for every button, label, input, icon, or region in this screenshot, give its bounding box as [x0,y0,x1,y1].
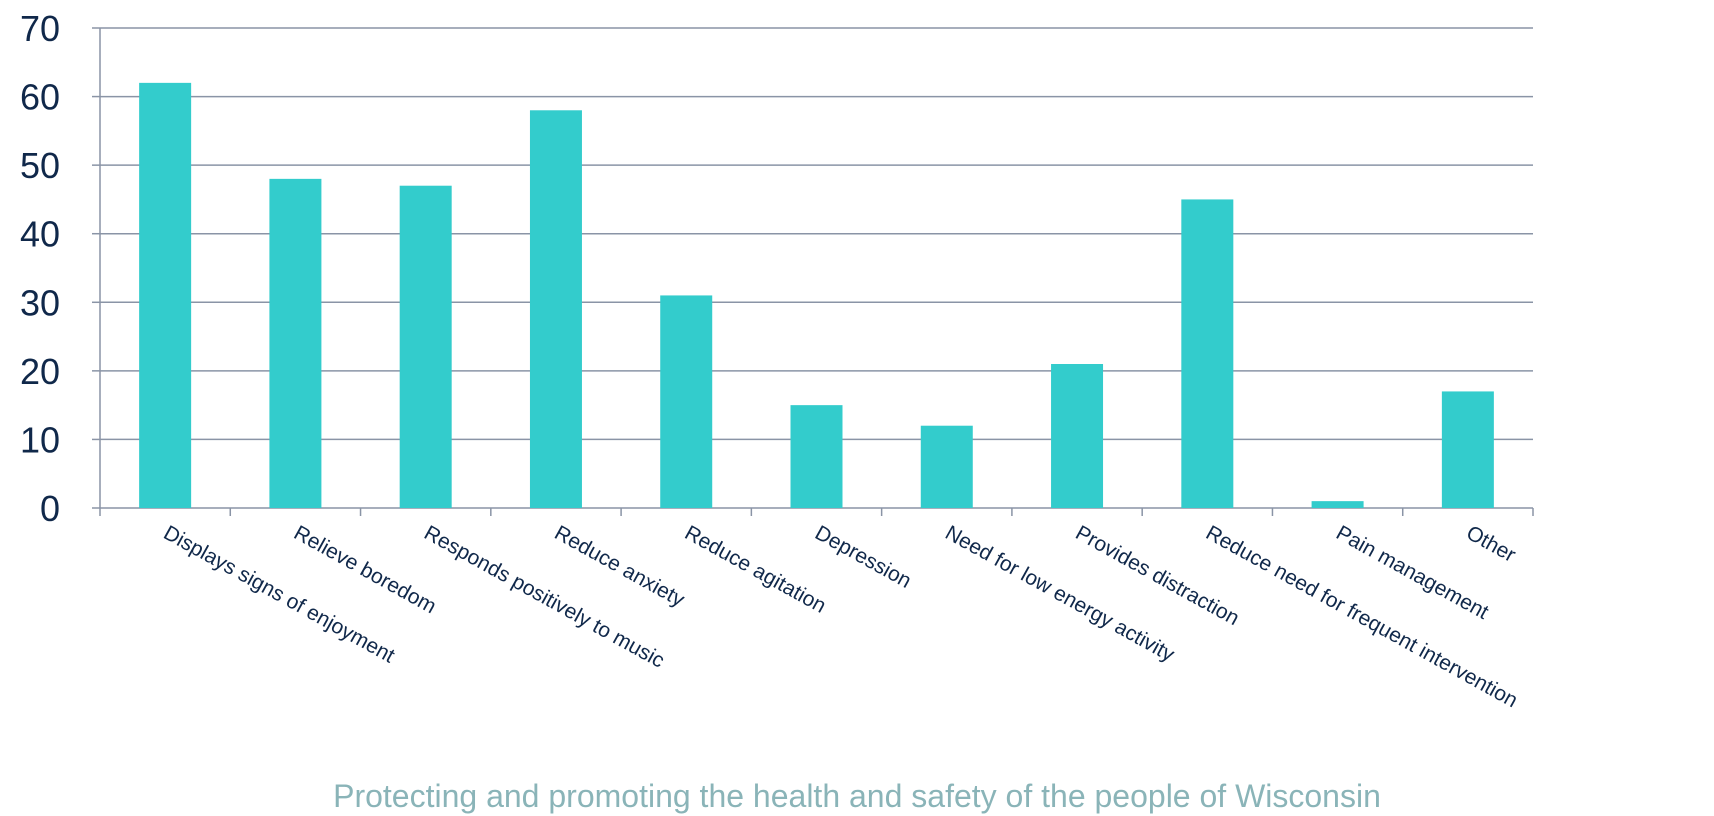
y-tick-label: 10 [20,419,60,460]
footer-tagline: Protecting and promoting the health and … [333,778,1381,814]
bar [399,185,452,508]
y-tick-label: 0 [40,488,60,529]
y-tick-labels: 0 10 20 30 40 50 60 70 [20,8,60,529]
y-tick-label: 70 [20,8,60,49]
x-tick-label: Reduce agitation [681,521,830,618]
y-tick-label: 50 [20,145,60,186]
bar [1311,501,1364,508]
bar [139,82,192,508]
x-tick-label: Need for low energy activity [941,521,1178,666]
x-tick-label: Other [1462,521,1519,567]
y-tick-label: 20 [20,351,60,392]
x-tick-label: Responds positively to music [420,521,668,672]
bar [660,295,713,508]
gridlines [100,27,1533,441]
x-tick-label: Displays signs of enjoyment [160,521,399,667]
y-tick-label: 40 [20,214,60,255]
x-tick-label: Depression [811,521,915,593]
bar [920,425,973,508]
bar [790,405,843,508]
bar [1181,199,1234,508]
bar [529,110,582,509]
bar [1051,364,1104,508]
y-tick-label: 60 [20,77,60,118]
bars [139,82,1494,509]
bar-chart: 0 10 20 30 40 50 60 70 Displays signs of enjoym… [20,8,1534,712]
y-tick-label: 30 [20,282,60,323]
bar [1441,391,1494,508]
bar [269,178,322,508]
